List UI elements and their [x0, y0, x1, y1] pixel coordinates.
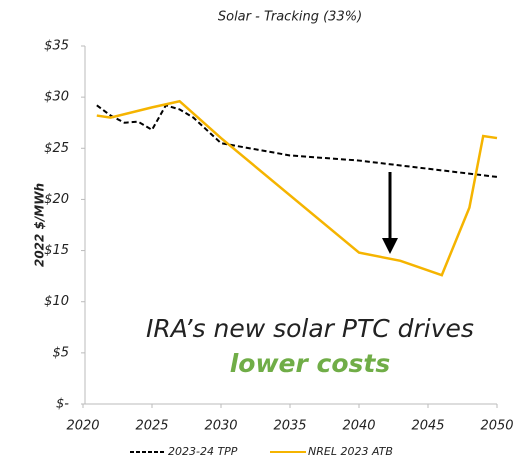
series-line: [96, 99, 498, 277]
series-line: [96, 104, 498, 178]
y-tick-label: $10: [44, 294, 69, 309]
arrow-head: [382, 238, 398, 254]
legend-label: NREL 2023 ATB: [308, 445, 393, 458]
x-tick-label: 2020: [66, 419, 99, 434]
y-tick-label: $20: [44, 192, 69, 207]
y-axis-label: 2022 $/MWh: [33, 183, 47, 267]
y-tick-label: $35: [44, 39, 69, 54]
y-tick-label: $25: [44, 141, 69, 156]
annotation-highlight: lower costs: [230, 349, 391, 378]
legend-label: 2023-24 TPP: [168, 445, 238, 458]
x-tick-label: 2050: [480, 419, 513, 434]
y-tick-label: $-: [56, 397, 69, 412]
chart-title: Solar - Tracking (33%): [218, 10, 362, 25]
y-tick-label: $15: [44, 243, 69, 258]
annotation: IRA’s new solar PTC drives: [146, 314, 474, 343]
y-tick-label: $5: [52, 345, 69, 360]
x-tick-label: 2030: [204, 419, 237, 434]
x-tick-label: 2045: [411, 419, 444, 434]
x-tick-label: 2025: [135, 419, 168, 434]
y-tick-label: $30: [44, 90, 69, 105]
x-tick-label: 2035: [273, 419, 306, 434]
x-tick-label: 2040: [342, 419, 375, 434]
